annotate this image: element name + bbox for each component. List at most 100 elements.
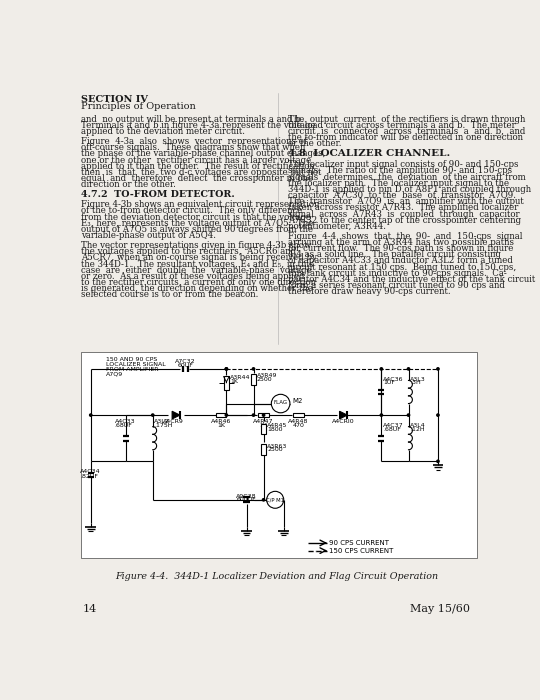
Text: signals  determines  the  deviation  of the aircraft from: signals determines the deviation of the … [288, 172, 525, 181]
Text: A5CR7, when an on-course signal is being received by: A5CR7, when an on-course signal is being… [82, 253, 318, 262]
Text: C/P M1: C/P M1 [266, 497, 284, 503]
Bar [215, 413, 226, 417]
Text: case  are  either  double  the  variable-phase  voltage: case are either double the variable-phas… [82, 266, 312, 274]
Bar [261, 424, 266, 434]
Text: for current flow.  The 90-cps path is shown in figure: for current flow. The 90-cps path is sho… [288, 244, 513, 253]
Text: M2: M2 [292, 398, 302, 404]
Text: 4.7.2  TO-FROM DETECTOR.: 4.7.2 TO-FROM DETECTOR. [82, 190, 235, 199]
Text: 470: 470 [293, 423, 305, 428]
Text: form a series resonant circuit tuned to 90 cps and: form a series resonant circuit tuned to … [288, 281, 504, 290]
Circle shape [225, 368, 227, 370]
Bar [293, 413, 304, 417]
Text: 1K: 1K [260, 423, 268, 428]
Text: A9C38: A9C38 [237, 494, 257, 498]
Text: circuit  is  connected  across  terminals  a  and  b,  and: circuit is connected across terminals a … [288, 127, 525, 136]
Text: LOCALIZER SIGNAL: LOCALIZER SIGNAL [106, 362, 166, 367]
Text: capacitor  A7C30  to  the  base  of  transistor  A7Q9.: capacitor A7C30 to the base of transisto… [288, 191, 516, 200]
Text: The localizer input signal consists of 90- and 150-cps: The localizer input signal consists of 9… [288, 160, 518, 169]
Text: SECTION IV: SECTION IV [82, 94, 148, 104]
Text: pacitor A4C34 and the inductive effect of the tank circuit: pacitor A4C34 and the inductive effect o… [288, 275, 535, 284]
Text: The vector representations given in figure 4-3b show: The vector representations given in figu… [82, 241, 312, 250]
Text: A4R46: A4R46 [211, 419, 231, 424]
Text: 1800: 1800 [267, 427, 283, 432]
Text: taken across resistor A7R43.  The amplified localizer: taken across resistor A7R43. The amplifi… [288, 203, 518, 212]
Text: the voltages applied to the rectifiers,  A5CR6 and: the voltages applied to the rectifiers, … [82, 247, 296, 256]
Text: .3H: .3H [410, 381, 421, 386]
Circle shape [380, 414, 382, 416]
Text: 1K: 1K [217, 423, 225, 428]
Text: 150 AND 90 CPS: 150 AND 90 CPS [106, 357, 158, 363]
Text: A4C33: A4C33 [115, 419, 136, 424]
Text: to the rectifier circuits, a current of only one direction: to the rectifier circuits, a current of … [82, 278, 316, 287]
Text: A7C32 to the center tap of the crosspointer centering: A7C32 to the center tap of the crosspoin… [288, 216, 521, 225]
Text: A4CRI0: A4CRI0 [332, 419, 355, 424]
Text: A7Q9: A7Q9 [106, 371, 124, 376]
Text: Figure  4-3a  also  shows  vector  representations of: Figure 4-3a also shows vector representa… [82, 137, 307, 146]
Text: 150 CPS CURRENT: 150 CPS CURRENT [329, 547, 394, 554]
Circle shape [262, 498, 265, 501]
Text: 4-4 as a solid line.  The parallel circuit consisting: 4-4 as a solid line. The parallel circui… [288, 251, 501, 259]
Circle shape [225, 414, 227, 416]
Text: A3L2: A3L2 [154, 419, 170, 424]
Text: E₃, here, represents the voltage output of A7Q5.  The: E₃, here, represents the voltage output … [82, 218, 314, 228]
Text: 344D-1 is applied to pin D of A8P1 and coupled through: 344D-1 is applied to pin D of A8P1 and c… [288, 185, 531, 194]
Polygon shape [340, 412, 347, 419]
Text: output of A7Q5 is always shifted 90 degrees from the: output of A7Q5 is always shifted 90 degr… [82, 225, 314, 234]
Text: FLAG: FLAG [274, 400, 288, 405]
Text: equal  and  therefore  deflect  the crosspointer in one: equal and therefore deflect the crosspoi… [82, 174, 313, 183]
Text: the phase of the variable-phase channel output changes,: the phase of the variable-phase channel … [82, 150, 326, 158]
Circle shape [152, 414, 154, 416]
Circle shape [262, 414, 265, 416]
Text: Principles of Operation: Principles of Operation [82, 102, 196, 111]
Text: A4C36: A4C36 [383, 377, 403, 382]
Text: then  is  that  the  two d-c voltages are opposite but not: then is that the two d-c voltages are op… [82, 168, 322, 177]
Text: potentiometer, A3R44.: potentiometer, A3R44. [288, 222, 386, 231]
Text: 1UF: 1UF [383, 381, 395, 386]
Text: A4R48: A4R48 [288, 419, 309, 424]
Polygon shape [172, 412, 180, 419]
Text: A3R49: A3R49 [256, 372, 277, 378]
Text: direction or the other.: direction or the other. [82, 180, 177, 189]
Circle shape [407, 368, 410, 370]
Text: selected course is to or from the beacon.: selected course is to or from the beacon… [82, 290, 259, 300]
Text: A4C37: A4C37 [383, 423, 403, 428]
Text: A3L3: A3L3 [410, 377, 426, 382]
Text: of capacitor A4C33 and inductor A3L2 form a tuned: of capacitor A4C33 and inductor A3L2 for… [288, 256, 512, 265]
Text: A4R47: A4R47 [253, 419, 274, 424]
Text: FROM AMPLIFIER: FROM AMPLIFIER [106, 367, 159, 372]
Text: the load circuit across terminals a and b.  The meter: the load circuit across terminals a and … [288, 121, 515, 130]
Bar [261, 444, 266, 455]
Circle shape [271, 394, 290, 413]
Text: .82UF: .82UF [80, 474, 98, 479]
Text: 90 CPS CURRENT: 90 CPS CURRENT [329, 540, 389, 546]
Text: Figure 4-4.  344D-1 Localizer Deviation and Flag Circuit Operation: Figure 4-4. 344D-1 Localizer Deviation a… [115, 572, 438, 581]
Text: 2500: 2500 [267, 447, 283, 452]
Text: A4CR9: A4CR9 [163, 419, 184, 424]
Text: therefore draw heavy 90-cps current.: therefore draw heavy 90-cps current. [288, 287, 450, 296]
Text: A3R44: A3R44 [230, 375, 251, 380]
Text: 2500: 2500 [256, 377, 272, 382]
Text: one or the other  rectifier circuit has a larger voltage: one or the other rectifier circuit has a… [82, 155, 312, 164]
Text: .12H: .12H [410, 427, 424, 432]
Text: .175H: .175H [154, 423, 173, 428]
Text: signals.  The ratio of the amplitude 90- and 150-cps: signals. The ratio of the amplitude 90- … [288, 167, 512, 176]
Text: A4C34: A4C34 [80, 469, 100, 474]
Text: arriving at the arm of A3R44 has two possible paths: arriving at the arm of A3R44 has two pos… [288, 238, 514, 247]
Circle shape [252, 414, 255, 416]
Text: from the deviation detector circuit is that the voltage: from the deviation detector circuit is t… [82, 213, 312, 222]
Text: the to-from indicator will be deflected in one direction: the to-from indicator will be deflected … [288, 133, 523, 142]
Circle shape [267, 491, 284, 508]
Text: or zero.  As a result of these voltages being applied: or zero. As a result of these voltages b… [82, 272, 305, 281]
Text: this tank circuit is inductive to 90-cps signals.  Ca-: this tank circuit is inductive to 90-cps… [288, 269, 507, 278]
Text: applied to the deviation meter circuit.: applied to the deviation meter circuit. [82, 127, 246, 136]
Text: Figure 4-3b shows an equivalent circuit representation: Figure 4-3b shows an equivalent circuit … [82, 200, 320, 209]
Text: 14: 14 [83, 604, 97, 614]
Text: 1K: 1K [230, 379, 238, 384]
Text: 4.8  LOCALIZER CHANNEL.: 4.8 LOCALIZER CHANNEL. [288, 150, 450, 158]
Text: off-course signals.  These diagrams show that when: off-course signals. These diagrams show … [82, 144, 306, 153]
Circle shape [437, 460, 439, 463]
Text: the 344D-1.  The resultant voltages, E₄ and E₅, in this: the 344D-1. The resultant voltages, E₄ a… [82, 260, 314, 269]
Text: A7C32: A7C32 [175, 359, 195, 364]
Bar [224, 376, 229, 390]
Circle shape [252, 368, 255, 370]
